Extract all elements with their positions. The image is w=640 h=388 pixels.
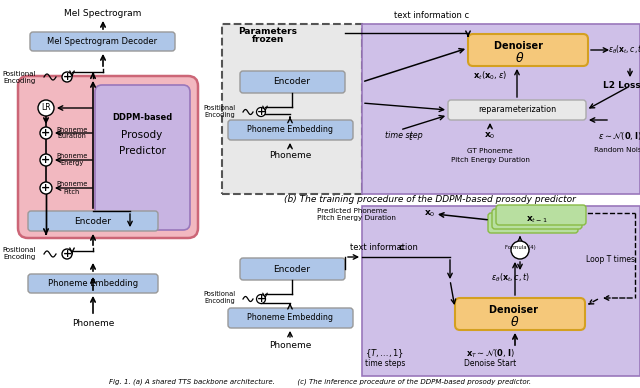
Text: time steps: time steps (365, 359, 405, 367)
Circle shape (40, 182, 52, 194)
Text: Random Noise: Random Noise (594, 147, 640, 153)
Text: $t$: $t$ (408, 130, 413, 142)
Text: DDPM-based: DDPM-based (112, 114, 172, 123)
Text: Denoise Start: Denoise Start (464, 359, 516, 367)
Text: Positional
Encoding: Positional Encoding (204, 291, 236, 305)
Text: Positional
Encoding: Positional Encoding (3, 248, 36, 260)
FancyBboxPatch shape (28, 211, 158, 231)
FancyBboxPatch shape (240, 258, 345, 280)
FancyBboxPatch shape (455, 298, 585, 330)
Text: +: + (42, 128, 51, 138)
Text: $\theta$: $\theta$ (510, 315, 520, 329)
Text: +: + (42, 155, 51, 165)
Text: Phoneme
Duration: Phoneme Duration (56, 126, 88, 140)
Text: reparameterization: reparameterization (478, 106, 556, 114)
Bar (362, 206, 640, 376)
Text: Encoder: Encoder (273, 78, 310, 87)
Text: $\mathbf{x}_T \sim \mathcal{N}(\mathbf{0}, \mathbf{I})$: $\mathbf{x}_T \sim \mathcal{N}(\mathbf{0… (466, 348, 515, 360)
FancyBboxPatch shape (18, 76, 198, 238)
Text: $\mathbf{x}_t(\mathbf{x}_0, \epsilon)$: $\mathbf{x}_t(\mathbf{x}_0, \epsilon)$ (473, 70, 507, 82)
Text: $\epsilon \sim \mathcal{N}(\mathbf{0}, \mathbf{I})$: $\epsilon \sim \mathcal{N}(\mathbf{0}, \… (598, 130, 640, 142)
FancyBboxPatch shape (448, 100, 586, 120)
Text: Phoneme: Phoneme (269, 341, 311, 350)
Text: Phoneme
Energy: Phoneme Energy (56, 154, 88, 166)
Text: Fig. 1. (a) A shared TTS backbone architecture.          (c) The inference proce: Fig. 1. (a) A shared TTS backbone archit… (109, 379, 531, 385)
FancyBboxPatch shape (492, 209, 582, 229)
Text: Phoneme Embedding: Phoneme Embedding (247, 125, 333, 135)
Text: frozen: frozen (252, 35, 284, 45)
Circle shape (40, 127, 52, 139)
Text: Phoneme
Pitch: Phoneme Pitch (56, 182, 88, 194)
Text: $\mathbf{x}_{t-1}$: $\mathbf{x}_{t-1}$ (526, 215, 548, 225)
FancyBboxPatch shape (468, 34, 588, 66)
Text: Pitch Energy Duration: Pitch Energy Duration (451, 157, 529, 163)
Text: $\{T, \ldots, 1\}$: $\{T, \ldots, 1\}$ (365, 348, 404, 360)
FancyBboxPatch shape (496, 205, 586, 225)
Text: Formula (4): Formula (4) (504, 246, 536, 251)
Text: Loop T times: Loop T times (586, 256, 635, 265)
Circle shape (511, 241, 529, 259)
FancyBboxPatch shape (240, 71, 345, 93)
Text: $\mathbf{x}_0$: $\mathbf{x}_0$ (424, 209, 436, 219)
Text: Phoneme Embedding: Phoneme Embedding (247, 314, 333, 322)
FancyBboxPatch shape (228, 120, 353, 140)
Text: GT Phoneme: GT Phoneme (467, 148, 513, 154)
Text: +: + (62, 72, 72, 82)
Text: Mel Spectrogram: Mel Spectrogram (64, 9, 141, 19)
Text: LR: LR (41, 104, 51, 113)
Text: $\epsilon_\theta(\mathbf{x}_t, c, t)$: $\epsilon_\theta(\mathbf{x}_t, c, t)$ (490, 272, 529, 284)
Text: Denoiser: Denoiser (494, 41, 546, 51)
Text: +: + (42, 183, 51, 193)
FancyBboxPatch shape (228, 308, 353, 328)
Text: Parameters: Parameters (239, 26, 298, 35)
Circle shape (40, 154, 52, 166)
Circle shape (257, 294, 266, 303)
Text: +: + (257, 294, 266, 304)
Text: text information c: text information c (394, 10, 470, 19)
Circle shape (62, 249, 72, 259)
Bar (222, 24, 362, 194)
Text: $\mathbf{c}$: $\mathbf{c}$ (398, 244, 404, 253)
Circle shape (38, 100, 54, 116)
Text: +: + (257, 107, 266, 117)
Text: Positional
Encoding: Positional Encoding (3, 71, 36, 83)
Text: (b) The training procedure of the DDPM-based prosody predictor: (b) The training procedure of the DDPM-b… (284, 196, 576, 204)
FancyBboxPatch shape (95, 85, 190, 230)
Text: Phoneme: Phoneme (269, 151, 311, 159)
Text: Encoder: Encoder (74, 217, 111, 225)
Text: time step: time step (385, 132, 428, 140)
Text: L2 Loss: L2 Loss (603, 81, 640, 90)
Circle shape (62, 72, 72, 82)
FancyBboxPatch shape (30, 32, 175, 51)
Text: text information: text information (350, 244, 423, 253)
Text: Phoneme: Phoneme (72, 319, 114, 327)
Text: Mel Spectrogram Decoder: Mel Spectrogram Decoder (47, 36, 157, 45)
Text: Pitch Energy Duration: Pitch Energy Duration (317, 215, 396, 221)
Text: +: + (62, 249, 72, 259)
Circle shape (257, 107, 266, 116)
Text: Predicted Phoneme: Predicted Phoneme (317, 208, 387, 214)
Text: Prosody: Prosody (122, 130, 163, 140)
Text: Denoiser: Denoiser (489, 305, 541, 315)
Bar (362, 24, 640, 194)
Text: Positional
Encoding: Positional Encoding (204, 104, 236, 118)
FancyBboxPatch shape (28, 274, 158, 293)
Text: $\mathbf{x}_0$: $\mathbf{x}_0$ (484, 131, 496, 141)
Text: $\theta$: $\theta$ (515, 51, 525, 65)
FancyBboxPatch shape (488, 213, 578, 233)
Text: Encoder: Encoder (273, 265, 310, 274)
Text: $\epsilon_\theta(\mathbf{x}_t, c, t)$: $\epsilon_\theta(\mathbf{x}_t, c, t)$ (609, 44, 640, 56)
Text: Phoneme Embedding: Phoneme Embedding (48, 279, 138, 288)
Text: Predictor: Predictor (118, 146, 165, 156)
